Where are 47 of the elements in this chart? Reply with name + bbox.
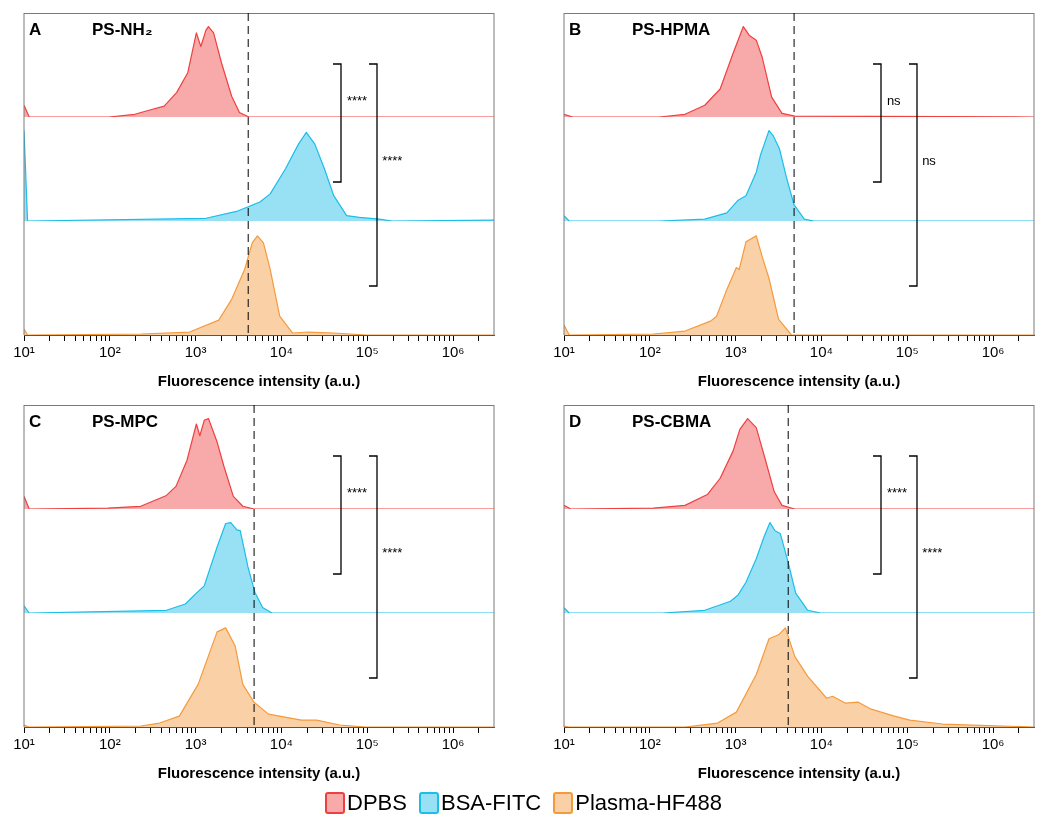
chart-subtitle: D (569, 412, 582, 431)
x-tick-label: 10⁵ (895, 343, 919, 361)
annotation: **** (346, 484, 368, 500)
legend-label: DPBS (347, 790, 407, 816)
x-tick-label: 10² (638, 735, 661, 753)
x-tick-label: 10⁴ (809, 343, 833, 361)
chart-subtitle: A (29, 20, 42, 39)
x-tick-label: 10⁶ (981, 343, 1005, 361)
x-tick-label: 10² (98, 343, 121, 361)
x-axis-title: Fluorescence intensity (a.u.) (157, 372, 361, 390)
x-tick-label: 10⁴ (269, 735, 293, 753)
annotation: **** (922, 544, 943, 560)
x-tick-label: 10⁶ (441, 343, 465, 361)
annotation: **** (346, 92, 368, 108)
legend-label: Plasma-HF488 (575, 790, 722, 816)
x-tick-label: 10⁵ (355, 735, 379, 753)
chart-title: PS-NH₂ (92, 20, 153, 39)
x-tick-label: 10⁶ (441, 735, 465, 753)
x-tick-label: 10⁵ (895, 735, 919, 753)
x-tick-label: 10⁴ (269, 343, 293, 361)
x-tick-label: 10¹ (553, 735, 575, 753)
x-tick-label: 10¹ (13, 735, 35, 753)
x-tick-label: 10¹ (13, 343, 35, 361)
x-axis-title: Fluorescence intensity (a.u.) (697, 372, 901, 390)
x-tick-label: 10⁶ (981, 735, 1005, 753)
chart-title: PS-HPMA (632, 20, 711, 39)
chart-subtitle: B (569, 20, 582, 39)
annotation: **** (382, 152, 403, 168)
annotation: ns (922, 152, 937, 168)
x-tick-label: 10³ (724, 735, 747, 753)
x-tick-label: 10¹ (553, 343, 575, 361)
chart-title: PS-MPC (92, 412, 159, 431)
annotation: ns (886, 92, 902, 108)
x-tick-label: 10³ (724, 343, 747, 361)
x-tick-label: 10⁴ (809, 735, 833, 753)
annotation: **** (382, 544, 403, 560)
x-tick-label: 10³ (184, 735, 207, 753)
chart-title: PS-CBMA (632, 412, 712, 431)
x-tick-label: 10² (638, 343, 661, 361)
x-axis-title: Fluorescence intensity (a.u.) (697, 764, 901, 782)
x-tick-label: 10³ (184, 343, 207, 361)
legend-label: BSA-FITC (440, 790, 542, 816)
x-tick-label: 10⁵ (355, 343, 379, 361)
chart-subtitle: C (29, 412, 42, 431)
x-axis-title: Fluorescence intensity (a.u.) (157, 764, 361, 782)
annotation: **** (886, 484, 908, 500)
x-tick-label: 10² (98, 735, 121, 753)
